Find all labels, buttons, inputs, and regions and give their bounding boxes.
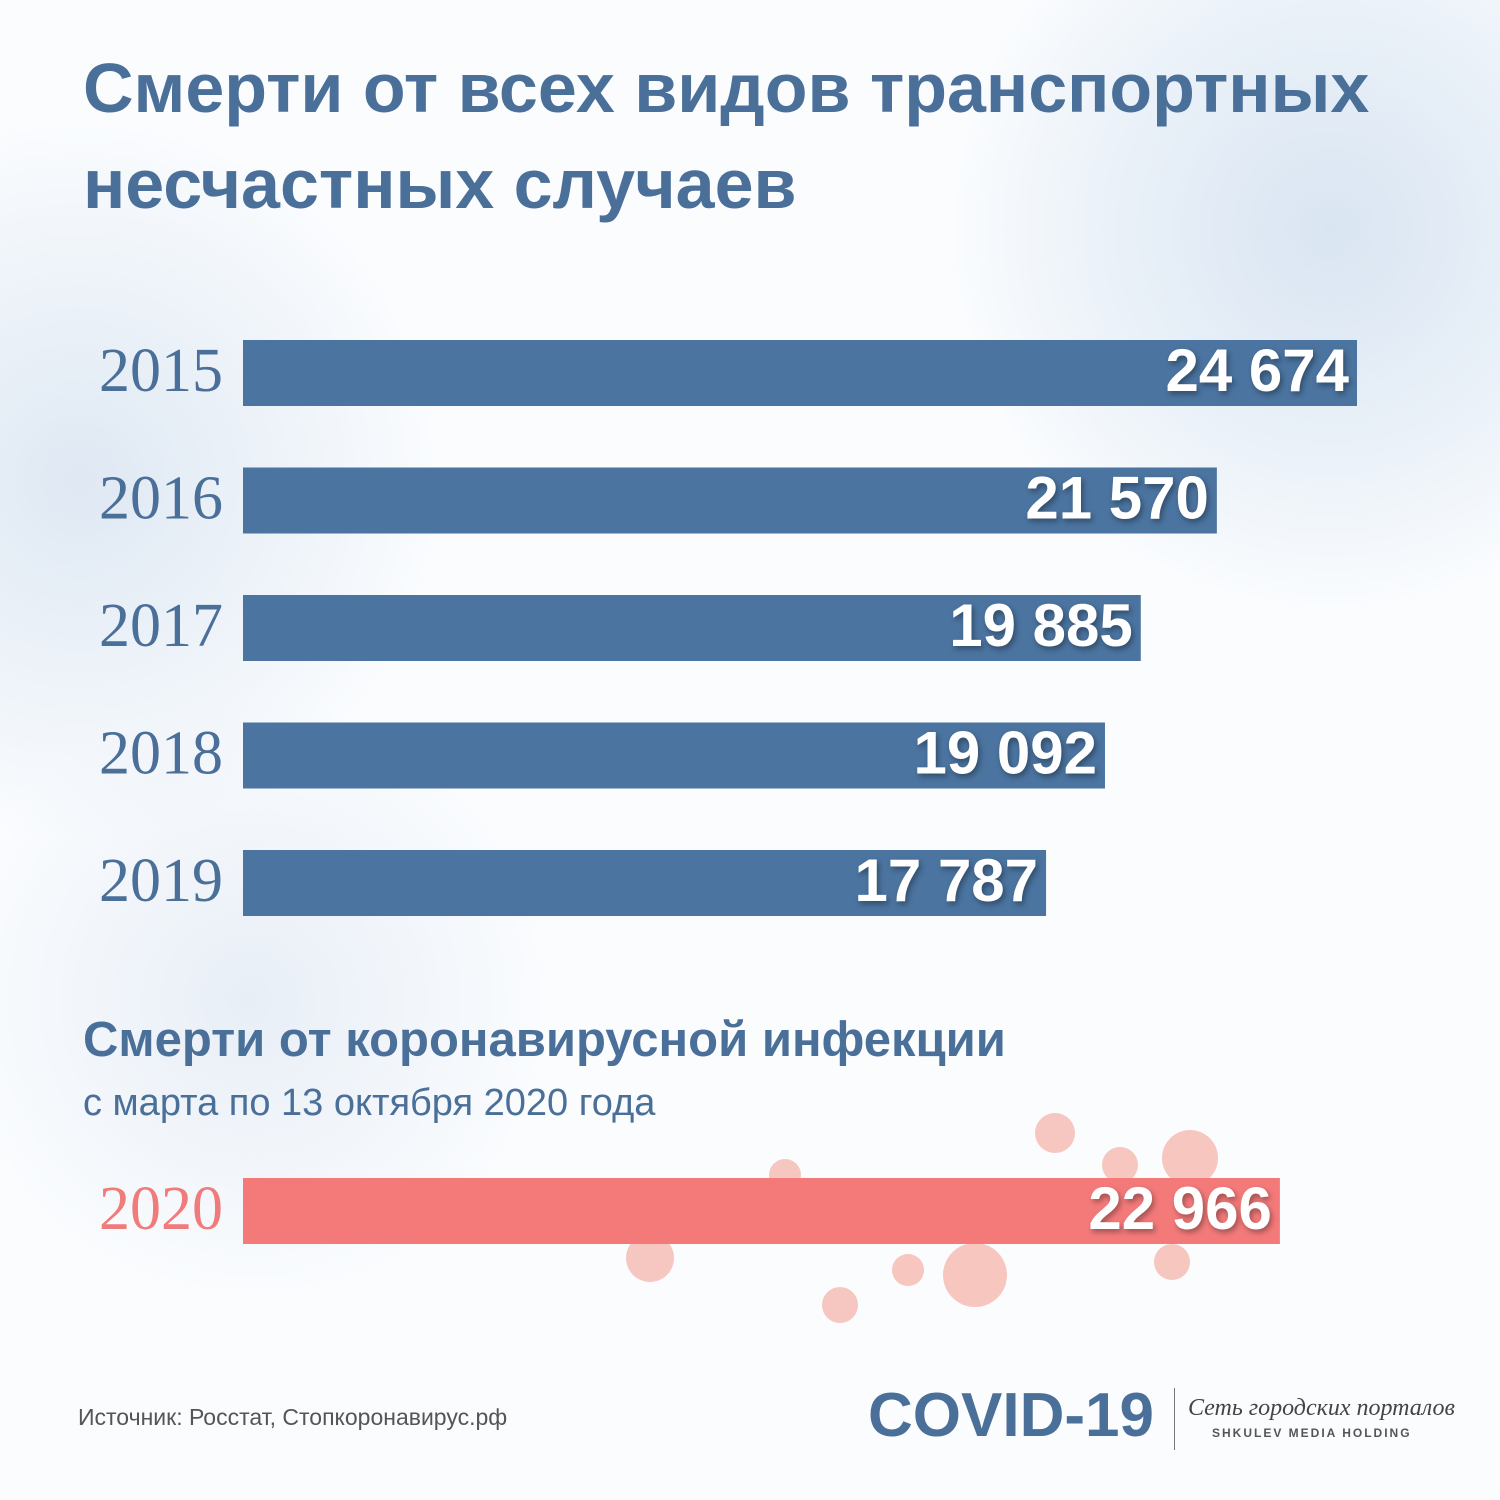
- logo-holding: SHKULEV MEDIA HOLDING: [1212, 1426, 1412, 1440]
- category-label: 2018: [99, 720, 223, 788]
- category-label: 2020: [99, 1175, 223, 1243]
- bar: [243, 340, 1357, 406]
- value-label: 19 885: [949, 592, 1133, 659]
- section-title: Смерти от коронавирусной инфекции: [83, 1013, 1006, 1067]
- category-label: 2017: [99, 592, 223, 660]
- category-label: 2016: [99, 465, 223, 533]
- bar: [243, 467, 1217, 534]
- category-label: 2015: [99, 337, 223, 405]
- value-label: 17 787: [855, 847, 1039, 914]
- value-label: 22 966: [1088, 1175, 1272, 1242]
- logo-tagline: Сеть городских порталов: [1188, 1395, 1455, 1421]
- logo-separator: [1174, 1388, 1175, 1450]
- source: Источник: Росстат, Стопкоронавирус.рф: [78, 1404, 508, 1430]
- value-label: 19 092: [913, 719, 1097, 786]
- bar: [243, 595, 1141, 661]
- logo: COVID-19: [868, 1381, 1154, 1450]
- bar: [243, 850, 1047, 916]
- value-label: 24 674: [1165, 337, 1349, 404]
- value-label: 21 570: [1025, 464, 1209, 531]
- section-subtitle: с марта по 13 октября 2020 года: [83, 1082, 656, 1124]
- bar: [243, 722, 1105, 789]
- chart-title: Смерти от всех видов транспортных несчас…: [83, 49, 1370, 223]
- bar: [243, 1178, 1280, 1244]
- category-label: 2019: [99, 847, 223, 915]
